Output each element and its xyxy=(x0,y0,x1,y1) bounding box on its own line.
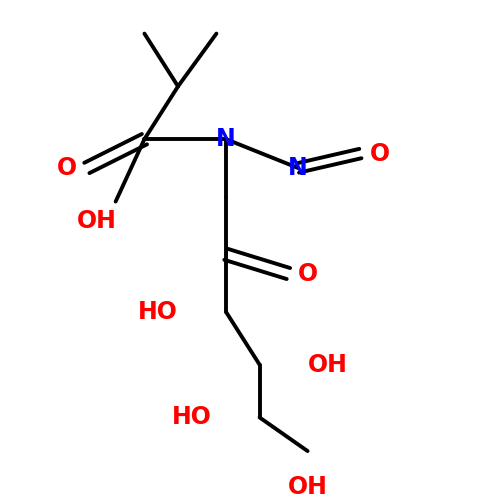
Text: O: O xyxy=(57,156,78,180)
Text: N: N xyxy=(216,127,236,151)
Text: OH: OH xyxy=(288,475,328,499)
Text: HO: HO xyxy=(172,406,211,429)
Text: O: O xyxy=(370,142,390,166)
Text: HO: HO xyxy=(138,300,178,324)
Text: OH: OH xyxy=(308,352,348,376)
Text: O: O xyxy=(298,262,318,285)
Text: OH: OH xyxy=(76,208,116,233)
Text: N: N xyxy=(288,156,308,180)
